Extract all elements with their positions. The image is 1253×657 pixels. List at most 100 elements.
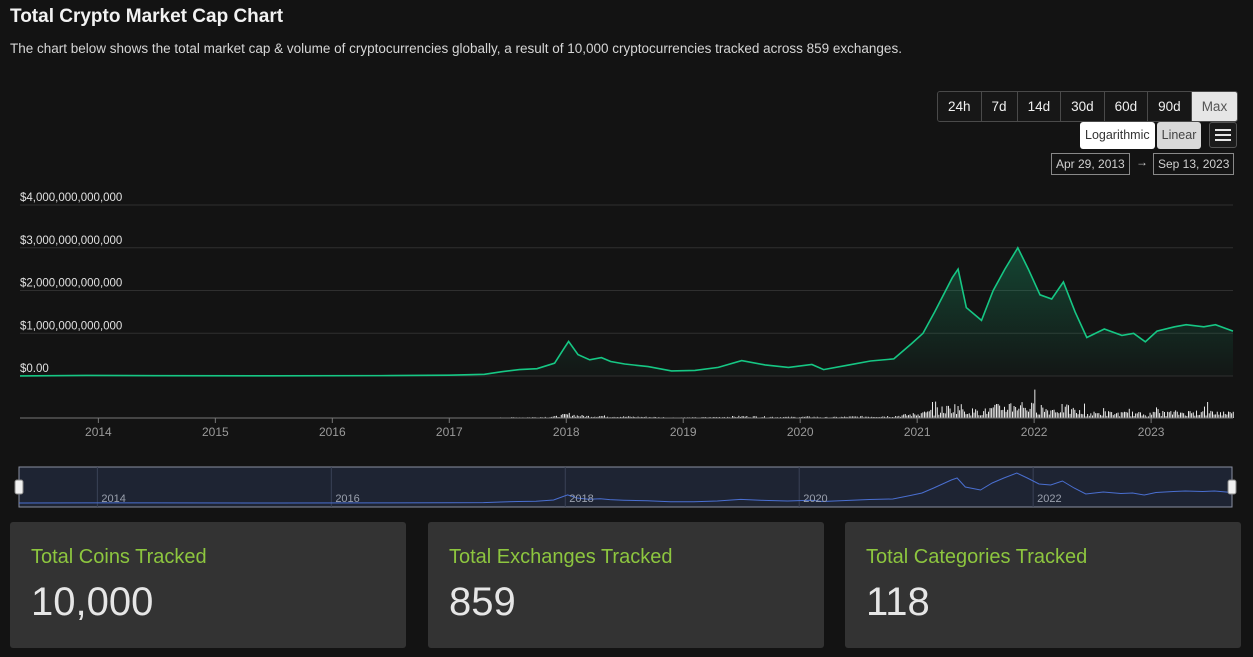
volume-bar: [997, 404, 999, 418]
range-24h-button[interactable]: 24h: [938, 92, 982, 121]
volume-bar: [1111, 412, 1113, 418]
volume-bar: [1101, 415, 1103, 418]
volume-bar: [1146, 416, 1148, 418]
range-navigator[interactable]: 2014 2016 2018 2020 2022: [0, 460, 1253, 512]
volume-bar: [1106, 415, 1108, 418]
volume-bar: [935, 401, 937, 418]
stat-label: Total Categories Tracked: [866, 546, 1088, 568]
volume-bar: [1136, 413, 1138, 418]
range-max-button[interactable]: Max: [1191, 92, 1238, 121]
navigator-label: 2018: [569, 493, 593, 505]
logarithmic-scale-button[interactable]: Logarithmic: [1080, 122, 1155, 149]
volume-bar: [1229, 412, 1231, 418]
volume-bar: [884, 416, 885, 418]
volume-bar: [1132, 411, 1133, 418]
range-90d-button[interactable]: 90d: [1148, 92, 1192, 121]
volume-bar: [1087, 414, 1089, 418]
date-range-arrow: →: [1136, 155, 1148, 169]
volume-bar: [1034, 389, 1036, 418]
volume-bar: [551, 416, 553, 418]
volume-bar: [871, 416, 873, 418]
volume-bar: [1196, 410, 1197, 418]
volume-bar: [952, 412, 954, 418]
volume-bar: [1122, 412, 1124, 418]
volume-bar: [786, 416, 788, 418]
volume-bar: [861, 415, 863, 418]
volume-bar: [581, 415, 583, 418]
volume-bar: [912, 413, 914, 418]
linear-scale-button[interactable]: Linear: [1156, 122, 1202, 149]
volume-bar: [932, 402, 933, 418]
volume-bar: [901, 415, 903, 418]
volume-bar: [916, 415, 917, 418]
range-14d-button[interactable]: 14d: [1017, 92, 1062, 121]
volume-bar: [1000, 410, 1002, 418]
volume-bar: [1013, 406, 1015, 418]
volume-bar: [1044, 411, 1045, 418]
volume-bar: [1194, 415, 1196, 418]
volume-bar: [1005, 411, 1007, 418]
stat-value: 10,000: [31, 580, 154, 624]
date-from-input[interactable]: Apr 29, 2013: [1051, 153, 1130, 175]
volume-bar: [1056, 412, 1058, 418]
volume-bar: [845, 416, 847, 418]
date-to-input[interactable]: Sep 13, 2023: [1153, 153, 1235, 175]
range-30d-button[interactable]: 30d: [1061, 92, 1105, 121]
volume-bar: [1212, 411, 1213, 418]
range-60d-button[interactable]: 60d: [1104, 92, 1149, 121]
volume-bar: [1164, 412, 1165, 418]
volume-bar: [764, 416, 765, 418]
volume-bar: [727, 416, 729, 418]
volume-bar: [1104, 411, 1106, 418]
volume-bar: [613, 416, 615, 418]
market-cap-chart: $0.00 $1,000,000,000,000 $2,000,000,000,00…: [19, 192, 1234, 439]
volume-bar: [957, 406, 959, 418]
volume-bar: [1047, 410, 1049, 418]
market-cap-area: [20, 247, 1233, 376]
volume-bar: [1082, 414, 1084, 418]
volume-bar: [1183, 413, 1185, 418]
volume-bar: [1204, 406, 1205, 418]
volume-bar: [1042, 407, 1044, 418]
volume-bar: [1103, 408, 1105, 418]
volume-bar: [928, 411, 930, 418]
volume-bar: [1170, 411, 1172, 418]
volume-bar: [973, 412, 975, 418]
volume-bar: [1061, 404, 1063, 418]
volume-bar: [880, 416, 882, 418]
navigator-right-handle[interactable]: [1227, 479, 1237, 495]
volume-bar: [1151, 414, 1153, 418]
volume-bar: [1045, 409, 1047, 418]
volume-bar: [794, 416, 796, 418]
volume-bar: [570, 416, 572, 418]
hamburger-menu-icon[interactable]: [1209, 122, 1237, 148]
volume-bar: [770, 416, 772, 418]
volume-bar: [1149, 412, 1151, 418]
volume-bar: [1207, 402, 1209, 418]
volume-bar: [544, 416, 546, 418]
volume-bar: [1210, 410, 1212, 418]
volume-bar: [1063, 412, 1065, 418]
volume-bar: [1143, 414, 1145, 418]
volume-bar: [941, 406, 943, 418]
volume-bar: [1175, 410, 1177, 418]
volume-bar: [946, 405, 948, 418]
volume-bar: [1069, 413, 1071, 418]
volume-bar: [632, 416, 634, 418]
volume-bar: [807, 416, 809, 418]
volume-bar: [791, 416, 793, 418]
volume-bar: [746, 416, 748, 418]
navigator-line: [18, 472, 1233, 504]
volume-bar: [1223, 411, 1225, 418]
volume-bar: [994, 404, 996, 418]
volume-bar: [917, 414, 919, 418]
volume-bar: [802, 416, 804, 418]
range-7d-button[interactable]: 7d: [981, 92, 1018, 121]
x-tick-label: 2014: [85, 425, 112, 439]
volume-bar: [1224, 414, 1226, 418]
navigator-left-handle[interactable]: [14, 479, 24, 495]
volume-bar: [568, 412, 570, 418]
volume-bar: [903, 414, 905, 418]
volume-bar: [1184, 415, 1186, 418]
volume-bar: [904, 414, 906, 418]
